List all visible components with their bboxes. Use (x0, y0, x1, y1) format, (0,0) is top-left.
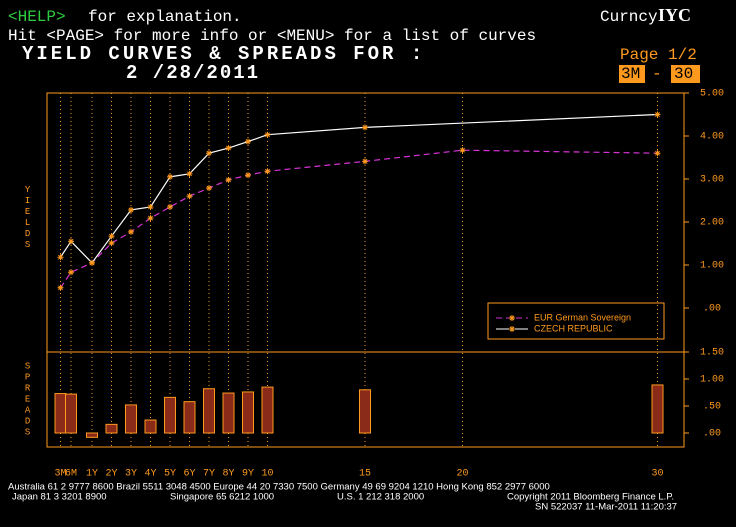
y-tick-label: 4.00 (700, 132, 724, 143)
legend-marker (509, 326, 515, 332)
range-box (671, 65, 700, 83)
marker (362, 124, 368, 131)
y-tick-label: 1.00 (700, 375, 724, 386)
marker (459, 147, 466, 154)
marker (186, 170, 193, 177)
x-tick-label: 5Y (164, 469, 176, 480)
x-tick-label: 15 (359, 469, 371, 480)
x-tick-label: 9Y (242, 469, 254, 480)
marker (128, 206, 134, 213)
marker (89, 259, 95, 266)
help-text: for explanation. (88, 8, 242, 26)
bar (651, 384, 664, 434)
x-tick-label: 30 (651, 469, 663, 480)
function: IYC (658, 5, 691, 25)
footer-text: U.S. 1 212 318 2000 (337, 492, 424, 503)
x-tick-label: 6M (65, 469, 77, 480)
footer-text: Australia 61 2 9777 8600 Brazil 5511 304… (8, 482, 550, 493)
marker (186, 193, 193, 200)
y-tick-label: 2.00 (700, 218, 724, 229)
x-tick-label: 10 (261, 469, 273, 480)
marker (167, 173, 173, 180)
marker (108, 233, 115, 240)
market: Curncy (600, 8, 658, 26)
range-box (619, 65, 645, 83)
bar (183, 401, 196, 434)
legend-label: CZECH REPUBLIC (534, 323, 613, 333)
marker (245, 138, 251, 145)
bar (125, 404, 137, 434)
bar (164, 396, 176, 434)
x-tick-label: 7Y (203, 469, 215, 480)
marker (147, 203, 154, 210)
y-tick-label: 1.00 (700, 261, 724, 272)
marker (362, 158, 368, 165)
footer-text: Copyright 2011 Bloomberg Finance L.P. (507, 492, 674, 503)
range-to[interactable]: 30 (674, 65, 693, 83)
marker (128, 228, 134, 235)
marker (225, 145, 232, 152)
legend (487, 302, 665, 340)
marker (167, 203, 173, 210)
bar (144, 419, 157, 434)
bar (222, 392, 235, 434)
bar (203, 388, 215, 434)
x-tick-label: 3Y (125, 469, 137, 480)
marker (245, 172, 251, 179)
bar (261, 386, 274, 434)
bar (65, 393, 77, 434)
range-from[interactable]: 3M (621, 65, 640, 83)
bar (105, 423, 118, 434)
marker (264, 131, 271, 138)
marker (57, 284, 64, 291)
page: Page 1/2 (620, 46, 697, 64)
footer-text: Singapore 65 6212 1000 (170, 492, 274, 503)
x-tick-label: 4Y (144, 469, 156, 480)
marker (225, 176, 232, 183)
series-line (59, 113, 658, 264)
help-line: Hit <PAGE> for more info or <MENU> for a… (8, 27, 536, 45)
y-tick-label: .50 (703, 402, 721, 413)
bar (54, 393, 67, 434)
marker (206, 185, 212, 192)
x-tick-label: 8Y (222, 469, 234, 480)
legend-marker (509, 315, 515, 321)
date: 2 /28/2011 (126, 62, 260, 84)
x-tick-label: 1Y (86, 469, 98, 480)
legend-label: EUR German Sovereign (534, 312, 631, 322)
x-tick-label: 20 (456, 469, 468, 480)
marker (68, 238, 74, 245)
x-tick-label: 3M (54, 469, 66, 480)
marker (68, 269, 74, 276)
marker (57, 254, 64, 261)
marker (108, 240, 115, 247)
marker (264, 168, 271, 175)
footer-text: SN 522037 11-Mar-2011 11:20:37 (535, 502, 677, 513)
bar (86, 432, 98, 438)
bar (359, 389, 371, 434)
marker (654, 150, 661, 157)
x-tick-label: 2Y (105, 469, 117, 480)
bar (242, 391, 254, 434)
y-tick-label: .00 (703, 304, 721, 315)
marker (654, 111, 661, 118)
y-axis-label: SPREADS (23, 362, 33, 439)
y-tick-label: 3.00 (700, 175, 724, 186)
marker (206, 150, 212, 157)
title: YIELD CURVES & SPREADS FOR : (22, 43, 425, 65)
y-tick-label: .00 (703, 429, 721, 440)
help-key[interactable]: <HELP> (8, 8, 66, 26)
x-tick-label: 6Y (183, 469, 195, 480)
marker (147, 215, 154, 222)
y-tick-label: 1.50 (700, 348, 724, 359)
footer-text: Japan 81 3 3201 8900 (12, 492, 107, 503)
range-sep: - (652, 65, 662, 83)
y-tick-label: 5.00 (700, 89, 724, 100)
y-axis-label: YIELDS (23, 185, 33, 251)
